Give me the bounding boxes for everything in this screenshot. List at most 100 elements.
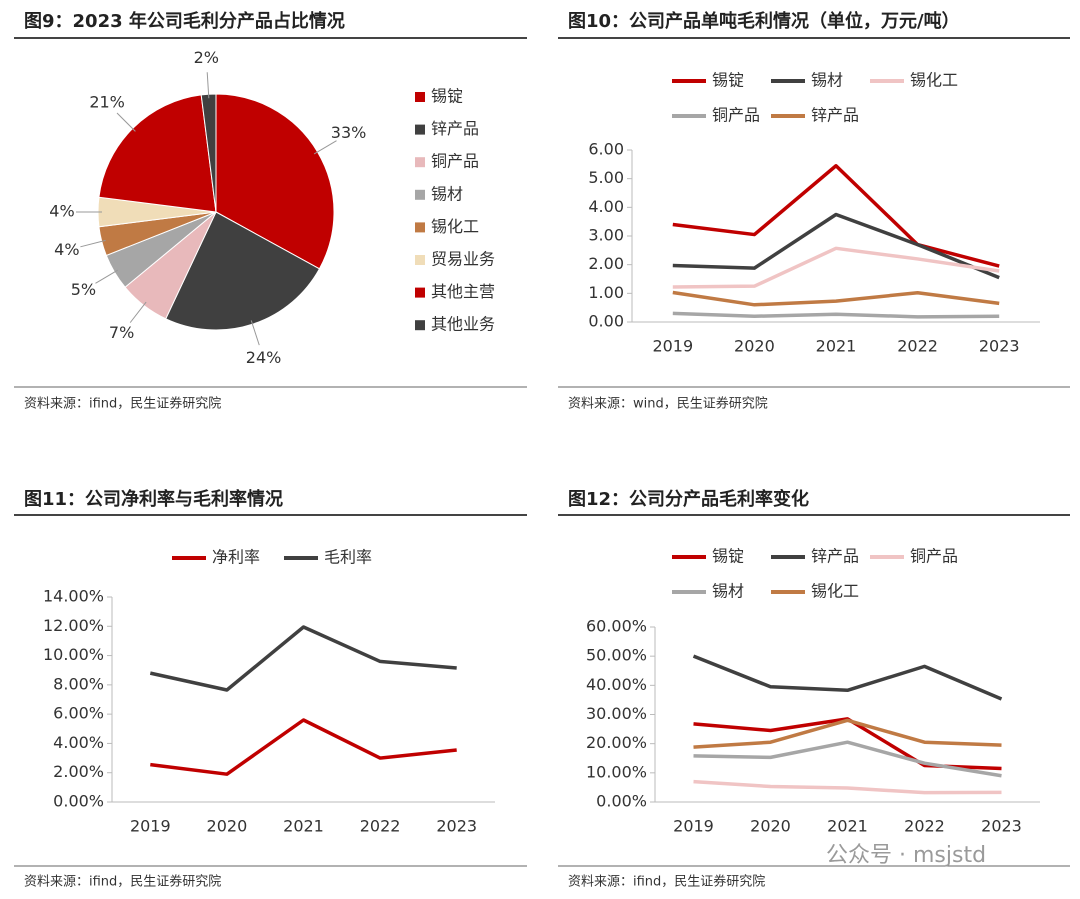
series-line <box>672 290 1000 307</box>
data-label: 2% <box>194 48 219 67</box>
legend-swatch <box>415 255 425 265</box>
legend-label: 锡材 <box>811 71 843 90</box>
legend-swatch <box>415 124 425 135</box>
x-tick-label: 2022 <box>904 817 945 836</box>
leader-line <box>250 320 260 346</box>
y-tick-label: 30.00% <box>586 704 647 723</box>
legend-label: 铜产品 <box>431 152 479 171</box>
data-label: 4% <box>49 202 74 221</box>
legend-swatch <box>415 320 425 331</box>
legend-label: 锌产品 <box>811 106 859 125</box>
x-tick-label: 2021 <box>283 817 324 836</box>
data-label: 24% <box>246 348 282 367</box>
x-tick-label: 2021 <box>816 337 857 356</box>
legend-label: 锡化工 <box>811 582 859 601</box>
legend-label: 毛利率 <box>324 548 372 567</box>
watermark: 公众号 · msjstd <box>826 843 986 868</box>
legend-label: 锡化工 <box>431 217 479 236</box>
y-tick-label: 10.00% <box>586 762 647 781</box>
legend-label: 锡锭 <box>712 71 744 90</box>
legend-swatch <box>415 189 425 200</box>
y-tick-label: 4.00% <box>53 733 104 752</box>
legend-swatch <box>415 157 425 168</box>
series-line <box>150 718 457 776</box>
y-tick-label: 12.00% <box>43 616 104 635</box>
x-tick-label: 2023 <box>436 817 477 836</box>
data-label: 7% <box>109 323 134 342</box>
legend-label: 其他主营 <box>431 282 495 301</box>
data-label: 21% <box>89 93 125 112</box>
source-note: 资料来源：ifind，民生证券研究院 <box>24 396 221 412</box>
legend-label: 其他业务 <box>431 315 495 334</box>
y-tick-label: 0.00% <box>53 792 104 811</box>
y-tick-label: 60.00% <box>586 617 647 636</box>
legend-label: 贸易业务 <box>431 250 495 269</box>
series-line <box>693 718 1002 749</box>
chart-title: 图12：公司分产品毛利率变化 <box>568 488 809 510</box>
legend-label: 锡材 <box>712 582 744 601</box>
legend-swatch <box>415 92 425 102</box>
source-note: 资料来源：ifind，民生证券研究院 <box>568 874 765 890</box>
y-tick-label: 1.00 <box>588 283 624 302</box>
y-tick-label: 4.00 <box>588 197 624 216</box>
data-label: 4% <box>54 240 79 259</box>
legend-label: 锌产品 <box>431 119 479 138</box>
chart-title: 图10：公司产品单吨毛利情况（单位，万元/吨） <box>568 10 960 32</box>
chart-title: 图11：公司净利率与毛利率情况 <box>24 488 283 510</box>
y-tick-label: 20.00% <box>586 733 647 752</box>
leader-line <box>95 269 119 284</box>
series-line <box>693 779 1002 795</box>
x-tick-label: 2019 <box>130 817 171 836</box>
y-tick-label: 8.00% <box>53 674 104 693</box>
source-note: 资料来源：wind，民生证券研究院 <box>568 396 768 412</box>
y-tick-label: 6.00 <box>588 140 624 159</box>
y-tick-label: 50.00% <box>586 646 647 665</box>
x-tick-label: 2021 <box>827 817 868 836</box>
y-tick-label: 0.00% <box>596 792 647 811</box>
y-tick-label: 2.00% <box>53 762 104 781</box>
y-tick-label: 3.00 <box>588 226 624 245</box>
leader-line <box>80 239 106 248</box>
series-line <box>672 311 1000 319</box>
data-label: 33% <box>331 123 367 142</box>
legend-label: 锌产品 <box>811 547 859 566</box>
data-label: 5% <box>71 280 96 299</box>
legend-swatch <box>415 287 425 298</box>
legend-label: 净利率 <box>212 548 260 567</box>
x-tick-label: 2019 <box>673 817 714 836</box>
legend-label: 铜产品 <box>910 547 958 566</box>
y-tick-label: 2.00 <box>588 254 624 273</box>
y-tick-label: 6.00% <box>53 704 104 723</box>
source-note: 资料来源：ifind，民生证券研究院 <box>24 874 221 890</box>
y-tick-label: 40.00% <box>586 675 647 694</box>
x-tick-label: 2022 <box>897 337 938 356</box>
x-tick-label: 2019 <box>652 337 693 356</box>
legend-swatch <box>415 222 425 233</box>
y-tick-label: 10.00% <box>43 645 104 664</box>
legend-label: 锡锭 <box>712 547 744 566</box>
x-tick-label: 2020 <box>207 817 248 836</box>
y-tick-label: 14.00% <box>43 587 104 606</box>
series-line <box>692 654 1003 701</box>
legend-label: 锡锭 <box>431 87 463 106</box>
leader-line <box>129 301 147 323</box>
series-line <box>693 740 1002 778</box>
x-tick-label: 2020 <box>750 817 791 836</box>
x-tick-label: 2020 <box>734 337 775 356</box>
y-tick-label: 0.00 <box>588 312 624 331</box>
series-line <box>672 164 1000 268</box>
leader-line <box>206 72 210 99</box>
series-line <box>672 246 1000 289</box>
series-line <box>672 212 1000 280</box>
leader-line <box>116 112 136 132</box>
pie-slice <box>98 94 217 213</box>
x-tick-label: 2022 <box>360 817 401 836</box>
leader-line <box>313 140 337 155</box>
y-tick-label: 5.00 <box>588 168 624 187</box>
legend-label: 锡材 <box>431 184 463 203</box>
chart-title: 图9：2023 年公司毛利分产品占比情况 <box>24 10 345 32</box>
legend-label: 铜产品 <box>712 106 760 125</box>
x-tick-label: 2023 <box>979 337 1020 356</box>
x-tick-label: 2023 <box>981 817 1022 836</box>
